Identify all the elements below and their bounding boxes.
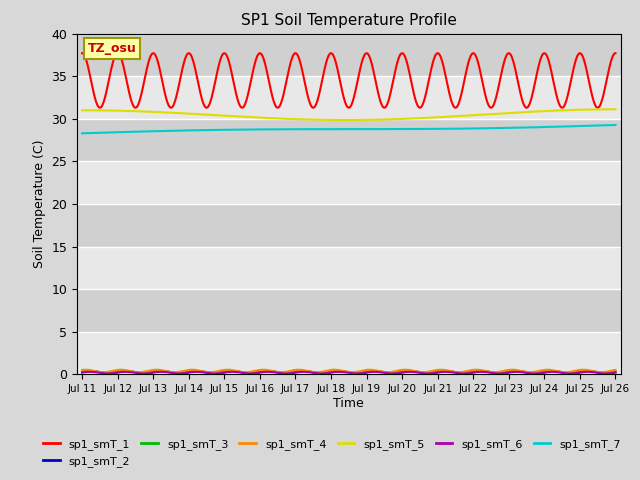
sp1_smT_3 [102, 370, 110, 375]
Bar [77, 34, 621, 76]
Line: sp1_smT_2: sp1_smT_2 [82, 371, 616, 373]
sp1_smT_2 [603, 371, 611, 376]
sp1_smT_7 [120, 129, 127, 135]
sp1_smT_6 [325, 370, 333, 376]
Line: sp1_smT_3: sp1_smT_3 [82, 371, 616, 372]
sp1_smT_2 [305, 369, 312, 374]
sp1_smT_3 [612, 369, 620, 374]
sp1_smT_7 [382, 126, 390, 132]
sp1_smT_3 [305, 369, 313, 374]
sp1_smT_7 [316, 126, 323, 132]
sp1_smT_4 [142, 369, 150, 374]
sp1_smT_2 [87, 368, 95, 374]
sp1_smT_6 [316, 371, 323, 376]
Bar [77, 204, 621, 247]
sp1_smT_7 [305, 126, 312, 132]
sp1_smT_6 [120, 369, 127, 375]
sp1_smT_3 [326, 369, 333, 374]
Line: sp1_smT_6: sp1_smT_6 [82, 372, 616, 373]
sp1_smT_2 [78, 370, 86, 375]
sp1_smT_3 [84, 368, 92, 374]
Line: sp1_smT_5: sp1_smT_5 [82, 109, 616, 120]
Line: sp1_smT_7: sp1_smT_7 [82, 125, 616, 133]
sp1_smT_5 [342, 117, 350, 123]
sp1_smT_6 [78, 370, 86, 375]
sp1_smT_7 [612, 122, 620, 128]
sp1_smT_4 [305, 369, 313, 374]
sp1_smT_6 [382, 370, 390, 376]
sp1_smT_4 [316, 369, 324, 375]
sp1_smT_4 [117, 367, 125, 372]
sp1_smT_2 [382, 370, 390, 375]
sp1_smT_5 [325, 117, 333, 123]
sp1_smT_1 [78, 50, 86, 56]
sp1_smT_7 [78, 131, 86, 136]
sp1_smT_3 [142, 370, 150, 375]
sp1_smT_3 [316, 370, 324, 375]
sp1_smT_1 [141, 72, 149, 78]
sp1_smT_7 [325, 126, 333, 132]
sp1_smT_2 [316, 371, 324, 376]
sp1_smT_4 [135, 370, 143, 375]
sp1_smT_1 [382, 104, 390, 109]
sp1_smT_4 [383, 369, 390, 375]
sp1_smT_1 [96, 105, 104, 110]
X-axis label: Time: Time [333, 397, 364, 410]
sp1_smT_5 [382, 117, 390, 122]
Line: sp1_smT_1: sp1_smT_1 [82, 53, 616, 108]
sp1_smT_4 [612, 367, 620, 373]
Legend: sp1_smT_1, sp1_smT_2, sp1_smT_3, sp1_smT_4, sp1_smT_5, sp1_smT_6, sp1_smT_7: sp1_smT_1, sp1_smT_2, sp1_smT_3, sp1_smT… [39, 435, 625, 471]
sp1_smT_5 [141, 108, 149, 114]
sp1_smT_5 [316, 117, 323, 122]
sp1_smT_1 [305, 97, 312, 103]
sp1_smT_5 [120, 108, 127, 114]
sp1_smT_2 [326, 370, 333, 375]
sp1_smT_1 [326, 51, 333, 57]
sp1_smT_1 [316, 88, 324, 94]
Y-axis label: Soil Temperature (C): Soil Temperature (C) [33, 140, 45, 268]
sp1_smT_6 [141, 371, 149, 376]
Line: sp1_smT_4: sp1_smT_4 [82, 370, 616, 372]
sp1_smT_5 [612, 107, 620, 112]
sp1_smT_3 [120, 368, 128, 374]
sp1_smT_1 [612, 50, 620, 56]
sp1_smT_4 [78, 367, 86, 373]
sp1_smT_6 [513, 369, 520, 375]
sp1_smT_5 [305, 117, 312, 122]
sp1_smT_4 [326, 367, 333, 373]
Bar [77, 119, 621, 161]
Text: TZ_osu: TZ_osu [88, 42, 136, 55]
sp1_smT_1 [120, 65, 127, 71]
sp1_smT_6 [531, 371, 538, 376]
sp1_smT_2 [612, 370, 620, 375]
sp1_smT_2 [120, 368, 127, 374]
sp1_smT_2 [141, 371, 149, 376]
sp1_smT_6 [305, 369, 312, 375]
sp1_smT_6 [612, 370, 620, 375]
sp1_smT_5 [78, 108, 86, 113]
Title: SP1 Soil Temperature Profile: SP1 Soil Temperature Profile [241, 13, 457, 28]
sp1_smT_3 [78, 369, 86, 374]
sp1_smT_4 [120, 367, 127, 373]
sp1_smT_7 [141, 129, 149, 134]
Bar [77, 289, 621, 332]
sp1_smT_3 [383, 370, 390, 375]
